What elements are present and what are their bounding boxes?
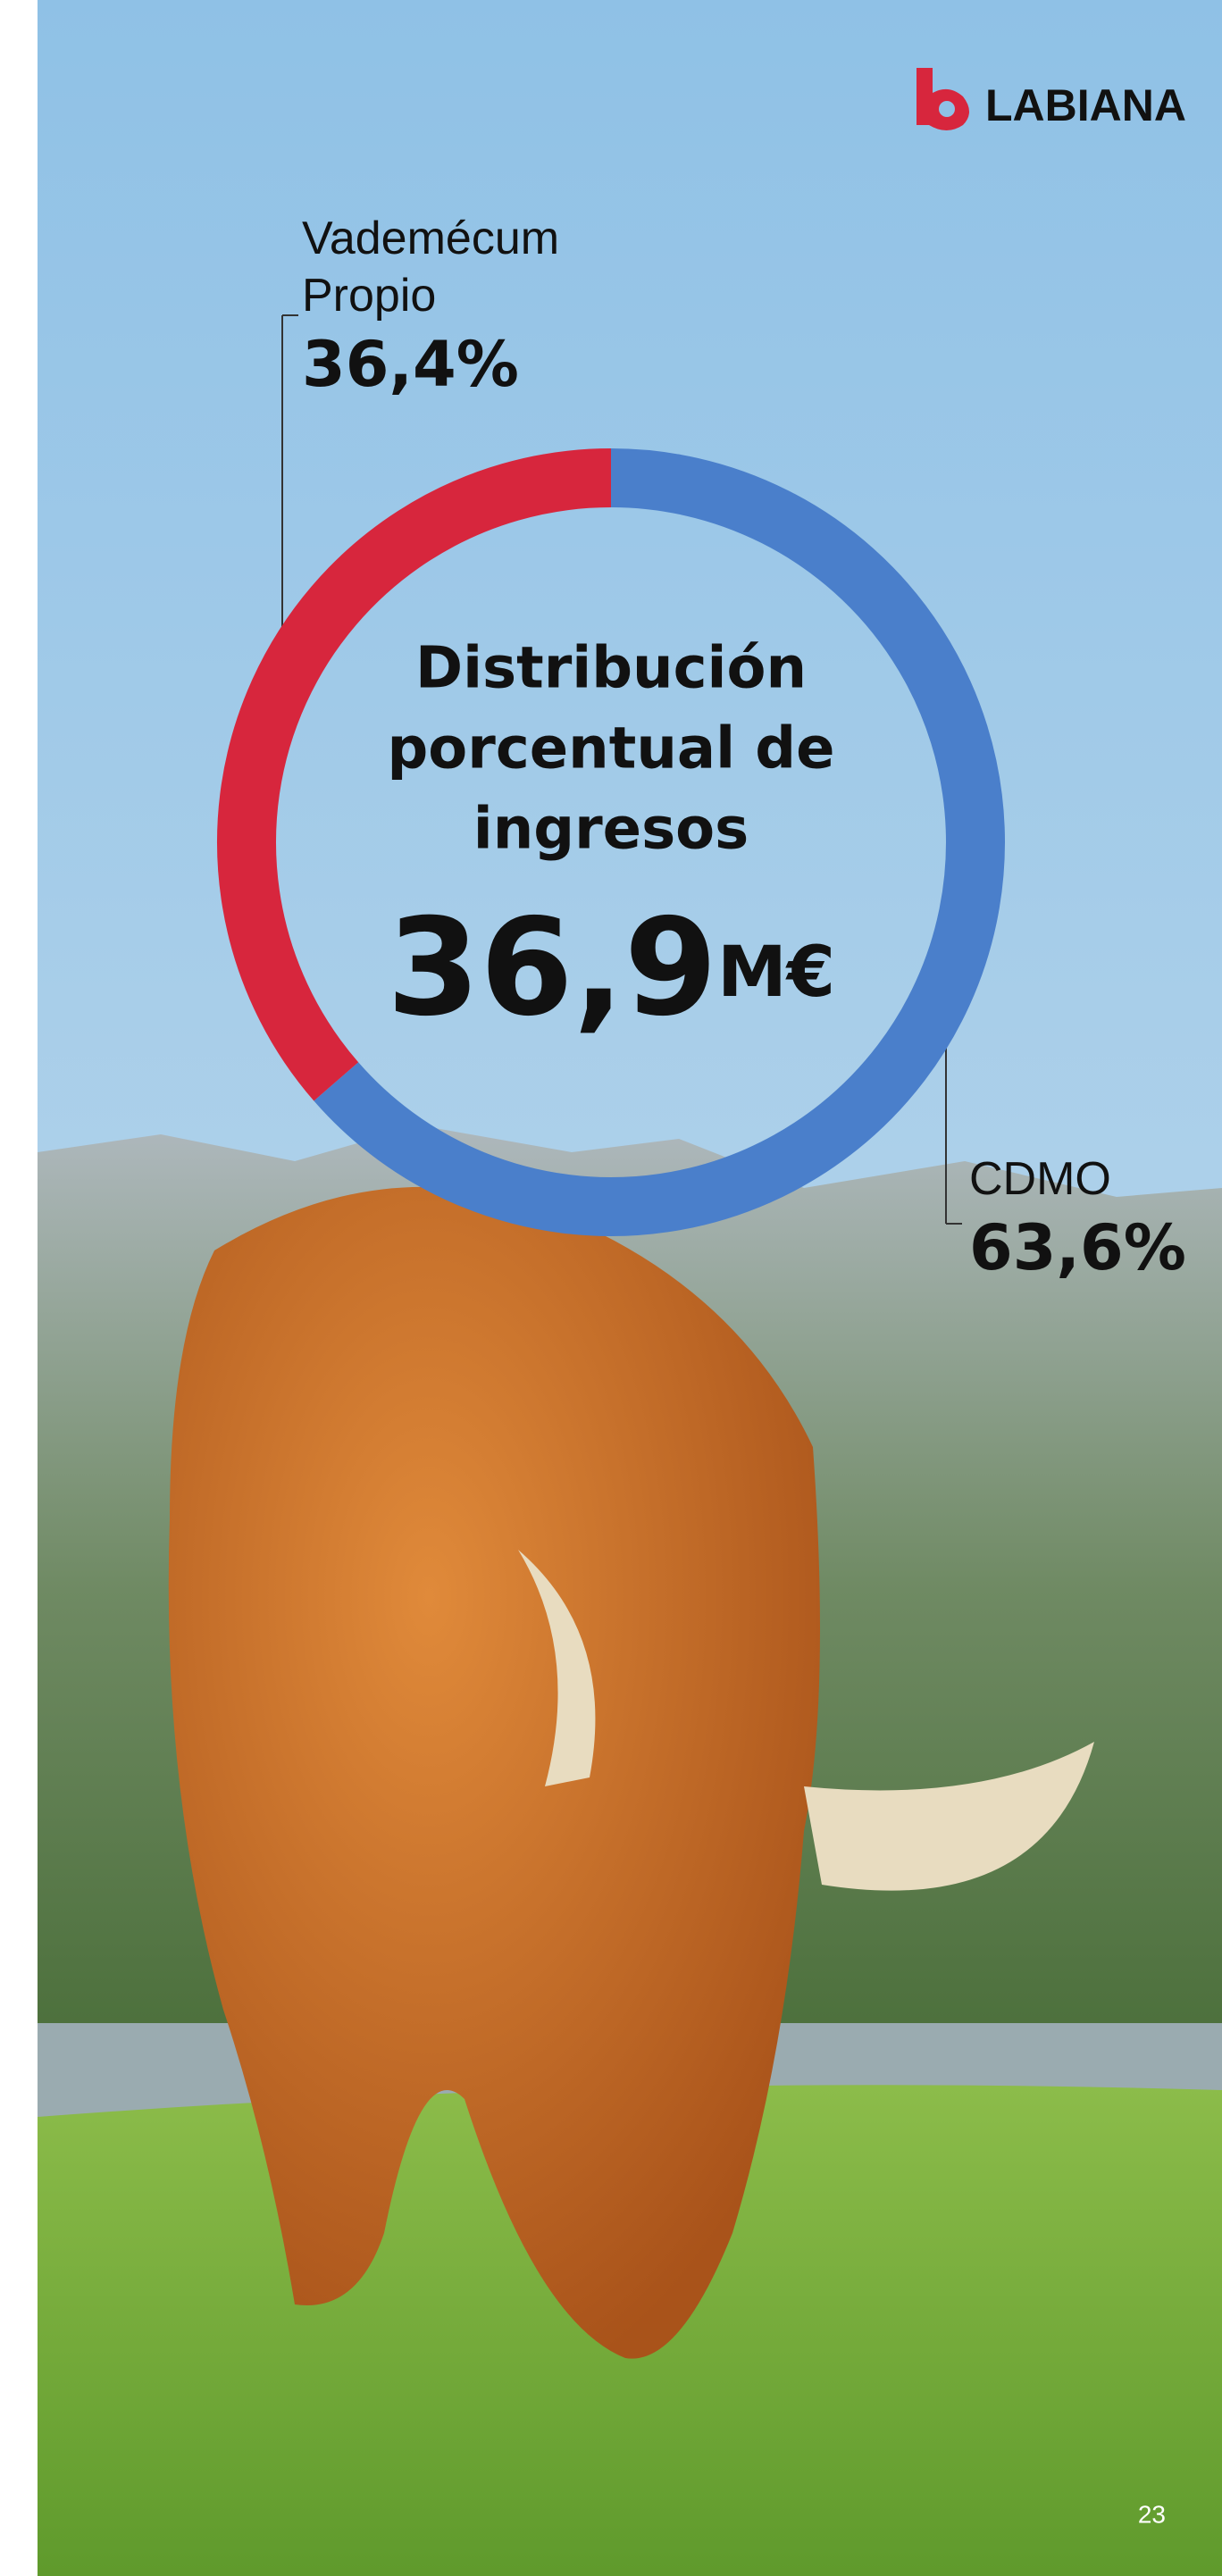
logo-icon [939, 101, 955, 117]
cow [168, 1186, 820, 2359]
logo: LABIANA [916, 68, 1186, 130]
donut-segment [217, 448, 612, 1101]
title-line: ingresos [473, 797, 749, 863]
title-line: Distribución [415, 636, 807, 702]
donut-segment [314, 448, 1005, 1236]
brand: LABIANA [985, 80, 1186, 130]
horn [518, 1550, 596, 1786]
logo-icon [916, 68, 969, 130]
title-line: porcentual de [387, 716, 834, 782]
center-value: 36,9 [387, 891, 717, 1046]
category-label: CDMO [969, 1153, 1111, 1205]
category-label: Vademécum Propio [302, 213, 560, 322]
label: Vademécum Propio 36,4% [302, 210, 588, 405]
horn [804, 1742, 1094, 1891]
value-label: 36,4% [302, 328, 519, 401]
label: CDMO 63,6% [969, 1150, 1201, 1288]
page-number: 23 [1138, 2500, 1166, 2528]
chart-title: Distribución porcentual de ingresos [387, 636, 834, 863]
value-label: 63,6% [969, 1211, 1186, 1284]
center-total: 36,9M€ [387, 891, 835, 1046]
center-unit: M€ [717, 933, 835, 1013]
